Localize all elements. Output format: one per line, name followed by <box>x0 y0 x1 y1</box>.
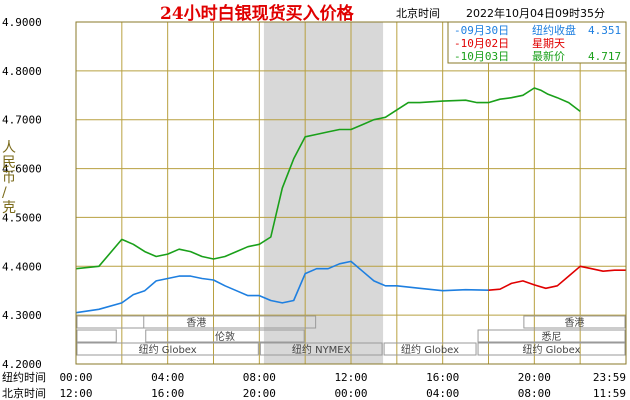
newyork-time-label: 纽约时间 <box>2 370 46 384</box>
series-line-sep30 <box>75 260 489 314</box>
x-tick-beijing: 08:00 <box>518 387 551 400</box>
legend-box <box>447 21 627 64</box>
x-tick-beijing: 12:00 <box>59 387 92 400</box>
x-tick-beijing: 11:59 <box>593 387 626 400</box>
plot-frame <box>75 21 627 365</box>
market-session-label: 悉尼 <box>542 331 562 343</box>
market-session-bar <box>477 342 626 356</box>
y-tick-label: 4.9000 <box>2 16 42 29</box>
legend-date: -10月03日 <box>454 50 509 63</box>
market-session-bar <box>76 315 145 329</box>
x-tick-newyork: 20:00 <box>518 371 551 384</box>
market-session-bar <box>145 329 305 343</box>
legend-value: 4.717 <box>588 50 621 63</box>
update-timestamp: 2022年10月04日09时35分 <box>466 6 605 20</box>
legend-date: -10月02日 <box>454 37 509 50</box>
x-tick-newyork: 12:00 <box>334 371 367 384</box>
y-label-char: 币 <box>2 170 16 186</box>
beijing-time-label: 北京时间 <box>2 386 46 400</box>
y-label-char: 民 <box>2 155 16 171</box>
x-tick-newyork: 16:00 <box>426 371 459 384</box>
y-tick-label: 4.7000 <box>2 114 42 127</box>
market-session-bar <box>76 342 259 356</box>
market-session-label: 纽约 Globex <box>401 343 459 356</box>
market-session-label: 纽约 Globex <box>522 343 580 356</box>
price-lines <box>75 87 626 314</box>
y-label-char: 人 <box>2 140 16 156</box>
legend-value: 4.351 <box>588 24 621 37</box>
series-line-oct02 <box>488 265 626 291</box>
market-session-bar <box>523 315 626 329</box>
y-label-char: / <box>2 185 7 201</box>
legend-label: 纽约收盘 <box>532 23 576 37</box>
x-axis-ticks: 00:00 12:00 04:00 16:00 08:00 20:00 12:00 00:00… <box>59 371 626 400</box>
y-tick-label: 4.5000 <box>2 211 42 224</box>
y-tick-label: 4.8000 <box>2 65 42 78</box>
x-tick-beijing: 00:00 <box>334 387 367 400</box>
x-tick-beijing: 20:00 <box>243 387 276 400</box>
y-tick-label: 4.2000 <box>2 358 42 371</box>
y-tick-label: 4.4000 <box>2 260 42 273</box>
y-label-char: 克 <box>2 200 16 216</box>
legend-label: 星期天 <box>532 37 565 50</box>
x-tick-newyork: 00:00 <box>59 371 92 384</box>
legend-date: -09月30日 <box>454 24 509 37</box>
x-tick-beijing: 04:00 <box>426 387 459 400</box>
x-tick-newyork: 23:59 <box>593 371 626 384</box>
legend: -09月30日 纽约收盘 4.351 -10月02日 星期天 -10月03日 最新价 4.71… <box>447 21 627 64</box>
market-session-bar <box>259 342 383 356</box>
market-session-bar <box>477 329 626 343</box>
y-axis-label: 人民币/克 <box>2 140 16 216</box>
market-session-label: 纽约 Globex <box>139 343 197 356</box>
market-session-bar <box>76 329 117 343</box>
market-session-label: 香港 <box>186 317 206 329</box>
x-tick-newyork: 04:00 <box>151 371 184 384</box>
grid <box>75 21 627 365</box>
y-tick-label: 4.3000 <box>2 309 42 322</box>
x-tick-beijing: 16:00 <box>151 387 184 400</box>
series-line-oct03 <box>75 87 581 270</box>
legend-label: 最新价 <box>532 49 565 63</box>
timezone-label: 北京时间 <box>396 6 440 20</box>
nymex-session-shade <box>263 22 384 364</box>
y-axis-ticks: 4.9000 4.8000 4.7000 4.6000 4.5000 4.4000 4.30… <box>2 16 42 371</box>
market-session-label: 伦敦 <box>215 330 235 343</box>
market-session-bar <box>383 342 477 356</box>
x-tick-newyork: 08:00 <box>243 371 276 384</box>
market-session-label: 香港 <box>564 317 584 329</box>
market-session-label: 纽约 NYMEX <box>292 343 351 356</box>
chart-title: 24小时白银现货买入价格 <box>160 3 355 24</box>
y-tick-label: 4.6000 <box>2 163 42 176</box>
